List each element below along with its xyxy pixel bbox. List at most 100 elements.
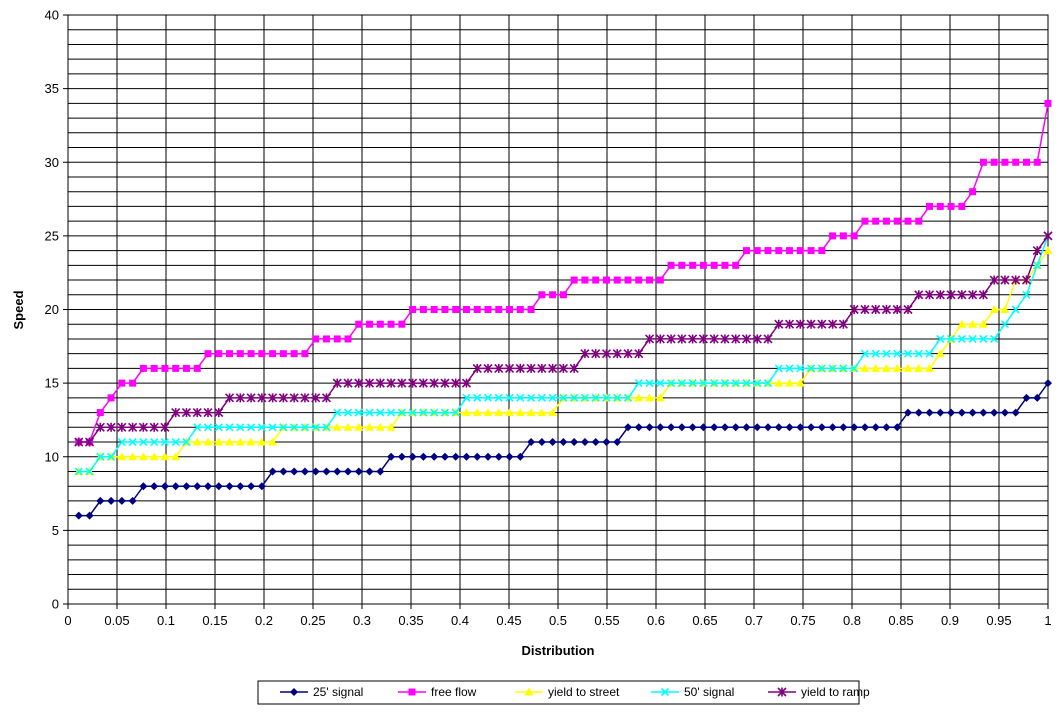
yield-to-street-marker — [268, 437, 278, 446]
25-signal-marker — [268, 467, 277, 476]
50-signal-marker — [860, 349, 869, 358]
25-signal-marker — [710, 423, 719, 432]
yield-to-ramp-marker — [698, 334, 708, 344]
x-tick-label: 0.3 — [353, 613, 371, 628]
free-flow-marker — [829, 232, 837, 240]
yield-to-ramp-marker — [364, 378, 375, 388]
free-flow-marker — [915, 217, 923, 225]
yield-to-ramp-marker — [623, 349, 633, 359]
50-signal-marker — [322, 423, 331, 432]
50-signal-marker — [236, 423, 245, 432]
free-flow-marker — [742, 247, 750, 255]
yield-to-street-marker — [1043, 246, 1053, 255]
50-signal-marker — [365, 408, 374, 417]
free-flow-marker — [893, 217, 901, 225]
50-signal-marker — [613, 393, 622, 402]
25-signal-marker — [300, 467, 309, 476]
yield-to-ramp-marker — [817, 319, 827, 329]
free-flow-marker — [559, 291, 567, 299]
yield-to-ramp-marker — [709, 334, 719, 344]
50-signal-marker — [699, 379, 708, 388]
yield-to-ramp-marker — [526, 363, 536, 373]
free-flow-marker — [882, 217, 890, 225]
50-signal-marker — [376, 408, 385, 417]
50-signal-marker — [602, 393, 611, 402]
free-flow-marker — [236, 350, 244, 358]
50-signal-marker — [214, 423, 223, 432]
free-flow-marker — [484, 306, 492, 313]
yield-to-ramp-marker — [138, 422, 148, 432]
50-signal-marker — [720, 379, 729, 388]
yield-to-ramp-marker — [149, 422, 159, 432]
yield-to-ramp-marker — [483, 363, 493, 373]
yield-to-ramp-marker — [903, 304, 913, 315]
yield-to-ramp-marker — [881, 304, 892, 315]
yield-to-street-marker — [386, 422, 396, 431]
50-signal-marker — [990, 334, 999, 344]
x-tick-label: 0.6 — [647, 613, 665, 628]
25-signal-marker — [968, 408, 977, 417]
yield-to-ramp-marker — [257, 393, 267, 403]
yield-to-ramp-marker — [989, 275, 999, 285]
yield-to-ramp-marker — [1032, 246, 1042, 256]
yield-to-ramp-marker — [418, 378, 428, 388]
25-signal-marker — [354, 467, 363, 476]
25-signal-marker — [645, 423, 654, 432]
yield-to-street-marker — [192, 437, 202, 446]
25-signal-marker — [365, 467, 374, 476]
25-signal-marker — [860, 423, 869, 432]
yield-to-street-marker — [472, 408, 482, 417]
yield-to-ramp-marker — [1011, 275, 1021, 285]
25-signal-marker — [171, 482, 180, 491]
free-flow-marker — [807, 247, 815, 255]
yield-to-street-marker — [461, 408, 471, 417]
yield-to-ramp-marker — [580, 349, 590, 359]
50-signal-marker — [893, 349, 902, 358]
free-flow-marker — [118, 379, 126, 387]
free-flow-marker — [990, 158, 998, 166]
yield-to-ramp-marker — [74, 437, 84, 447]
yield-to-street-marker — [354, 422, 364, 431]
25-signal-marker — [505, 452, 514, 461]
yield-to-ramp-marker — [386, 378, 396, 388]
free-flow-marker — [904, 217, 912, 225]
free-flow-marker — [344, 335, 352, 343]
25-signal-marker — [979, 408, 988, 417]
free-flow-marker — [1044, 99, 1052, 107]
50-signal-marker — [656, 379, 665, 388]
free-flow-marker — [646, 276, 654, 284]
legend-item-yield-to-street: yield to street — [515, 685, 620, 699]
free-flow-marker — [850, 232, 858, 240]
free-flow-marker — [872, 217, 880, 225]
y-tick-label: 20 — [45, 302, 59, 317]
free-flow-marker — [279, 350, 287, 358]
yield-to-ramp-marker — [106, 422, 116, 432]
25-signal-marker — [484, 452, 493, 461]
25-signal-marker — [376, 467, 385, 476]
yield-to-street-marker — [925, 363, 935, 372]
yield-to-ramp-marker — [634, 349, 644, 359]
y-tick-label: 25 — [45, 228, 59, 243]
yield-to-ramp-marker — [784, 319, 795, 329]
50-signal-marker — [1011, 305, 1020, 314]
25-signal-marker — [225, 482, 234, 491]
yield-to-ramp-marker — [720, 334, 730, 344]
50-signal-marker — [473, 393, 482, 402]
25-signal-marker — [160, 482, 169, 491]
50-signal-marker — [171, 437, 180, 447]
25-signal-marker — [430, 452, 439, 461]
yield-to-ramp-marker — [688, 334, 698, 344]
25-signal-marker — [677, 423, 686, 432]
series-50-signal — [74, 231, 1053, 476]
legend-label: yield to street — [548, 685, 620, 699]
50-signal-marker — [107, 452, 116, 461]
50-signal-marker — [850, 364, 859, 373]
yield-to-street-marker — [1000, 305, 1010, 313]
free-flow-marker — [96, 409, 104, 417]
25-signal-marker — [720, 423, 729, 432]
50-signal-marker — [343, 408, 353, 417]
50-signal-marker — [839, 364, 848, 373]
yield-to-ramp-marker — [957, 290, 967, 300]
yield-to-ramp-marker — [354, 378, 364, 388]
50-signal-marker — [290, 423, 299, 432]
